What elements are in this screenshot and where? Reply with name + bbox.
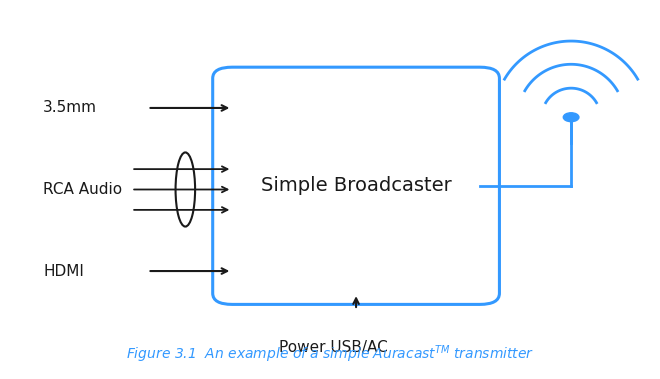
Text: Power USB/AC: Power USB/AC — [279, 340, 387, 354]
Ellipse shape — [176, 152, 195, 227]
Text: 3.5mm: 3.5mm — [44, 100, 97, 116]
Text: RCA Audio: RCA Audio — [44, 182, 122, 197]
Text: Figure 3.1  An example of a simple Auracast$^{\mathregular{TM}}$ transmitter: Figure 3.1 An example of a simple Auraca… — [126, 344, 534, 365]
Text: HDMI: HDMI — [44, 263, 84, 279]
FancyBboxPatch shape — [213, 67, 500, 304]
Text: Simple Broadcaster: Simple Broadcaster — [261, 176, 451, 195]
Circle shape — [563, 113, 579, 122]
